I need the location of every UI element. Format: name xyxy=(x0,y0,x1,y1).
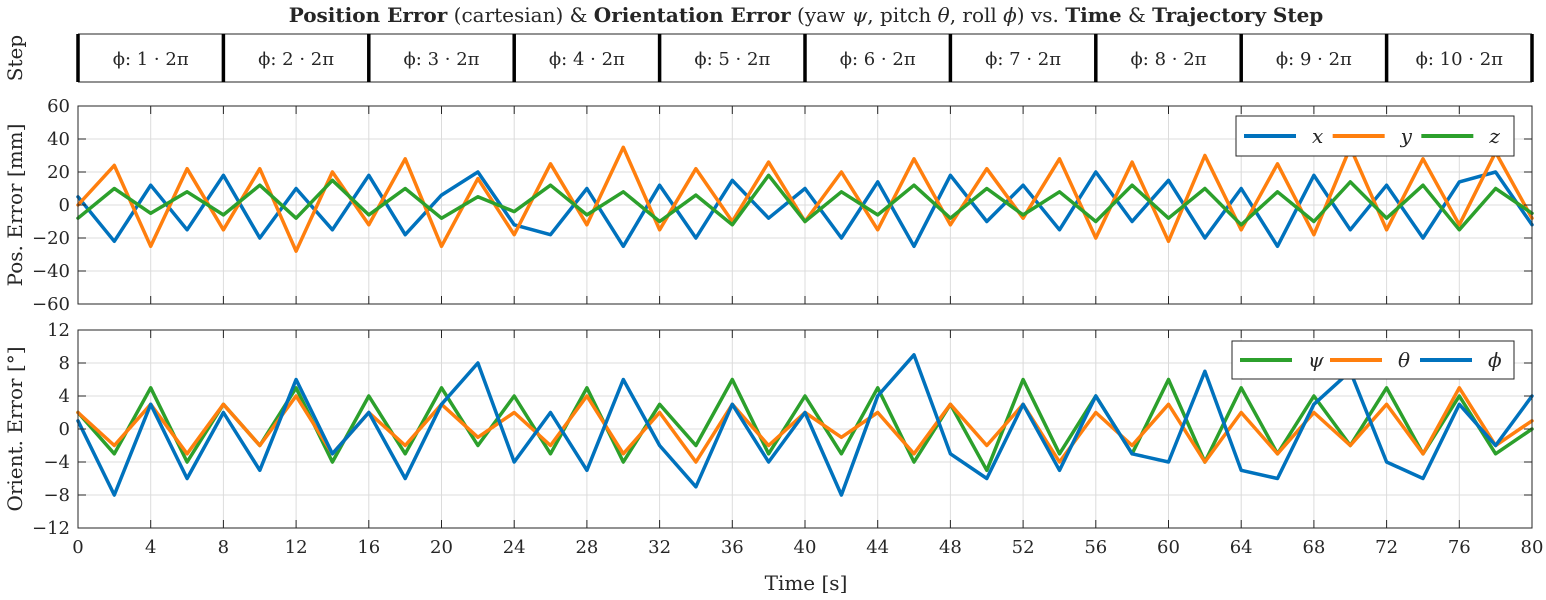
step-label: ϕ: 2 · 2π xyxy=(258,49,334,70)
y-tick-label: 20 xyxy=(47,162,70,183)
x-tick-label: 4 xyxy=(145,537,156,558)
y-axis-label: Pos. Error [mm] xyxy=(3,124,27,287)
y-tick-label: −4 xyxy=(43,452,70,473)
y-axis-label: Orient. Error [°] xyxy=(3,346,27,511)
y-tick-label: −60 xyxy=(32,294,70,315)
step-label: ϕ: 1 · 2π xyxy=(113,49,189,70)
legend-label: ψ xyxy=(1308,348,1324,372)
step-label: ϕ: 3 · 2π xyxy=(404,49,480,70)
x-tick-label: 16 xyxy=(357,537,380,558)
title-part: & xyxy=(1122,3,1153,27)
title-part: ) vs. xyxy=(1017,3,1065,27)
position-error-axes: −60 −40 −20 0 20 40 60 Pos. Error [mm] x y z xyxy=(3,96,1534,315)
x-tick-label: 36 xyxy=(721,537,744,558)
y-tick-label: −12 xyxy=(32,518,70,539)
step-axis-label: Step xyxy=(3,35,27,81)
y-tick-label: 8 xyxy=(59,353,70,374)
x-tick-label: 72 xyxy=(1375,537,1398,558)
x-tick-label: 28 xyxy=(575,537,598,558)
y-tick-label: −8 xyxy=(43,485,70,506)
y-tick-label: 12 xyxy=(47,320,70,341)
legend-label: θ xyxy=(1398,348,1410,372)
step-label: ϕ: 10 · 2π xyxy=(1416,49,1504,70)
title-part: (yaw xyxy=(791,3,852,27)
x-tick-label: 44 xyxy=(866,537,889,558)
x-tick-label: 56 xyxy=(1084,537,1107,558)
step-label: ϕ: 7 · 2π xyxy=(985,49,1061,70)
x-axis-label: Time [s] xyxy=(765,571,848,595)
x-tick-label: 48 xyxy=(939,537,962,558)
x-tick-label: 68 xyxy=(1302,537,1325,558)
legend-label: ϕ xyxy=(1488,348,1502,372)
y-tick-label: 60 xyxy=(47,96,70,117)
title-part: (cartesian) & xyxy=(447,3,594,27)
x-tick-label: 32 xyxy=(648,537,671,558)
step-label: ϕ: 8 · 2π xyxy=(1131,49,1207,70)
y-tick-label: 0 xyxy=(59,195,70,216)
x-tick-label: 20 xyxy=(430,537,453,558)
title-part: ψ xyxy=(852,3,868,27)
legend-label: y xyxy=(1400,124,1413,148)
title-part: ϕ xyxy=(1003,3,1017,27)
y-tick-label: 4 xyxy=(59,386,70,407)
x-tick-label: 76 xyxy=(1448,537,1471,558)
title-part: Trajectory Step xyxy=(1152,3,1323,27)
x-tick-label: 64 xyxy=(1230,537,1253,558)
step-panel: Step ϕ: 1 · 2π ϕ: 2 · 2π ϕ: 3 · 2π ϕ: 4 · 2… xyxy=(3,33,1534,83)
legend: x y z xyxy=(1235,115,1515,157)
figure-title: Position Error (cartesian) & Orientation… xyxy=(289,3,1324,27)
step-label: ϕ: 4 · 2π xyxy=(549,49,625,70)
y-tick-label: −40 xyxy=(32,261,70,282)
x-tick-label: 12 xyxy=(285,537,308,558)
step-label: ϕ: 9 · 2π xyxy=(1276,49,1352,70)
x-tick-label: 60 xyxy=(1157,537,1180,558)
series-line-position-0 xyxy=(76,170,1534,249)
legend-label: x xyxy=(1312,124,1323,148)
x-tick-label: 0 xyxy=(72,537,83,558)
x-tick-label: 24 xyxy=(503,537,526,558)
x-tick-label: 8 xyxy=(218,537,229,558)
title-part: , pitch xyxy=(867,3,937,27)
title-part: Position Error xyxy=(289,3,448,27)
x-tick-label: 80 xyxy=(1521,537,1544,558)
step-label: ϕ: 5 · 2π xyxy=(694,49,770,70)
title-part: Orientation Error xyxy=(594,3,791,27)
series-line-orientation-2 xyxy=(76,353,1534,497)
step-label: ϕ: 6 · 2π xyxy=(840,49,916,70)
y-tick-label: 0 xyxy=(59,419,70,440)
title-part: , roll xyxy=(950,3,1003,27)
title-part: θ xyxy=(938,3,950,27)
y-tick-label: 40 xyxy=(47,129,70,150)
series-line-position-2 xyxy=(76,173,1534,232)
legend-label: z xyxy=(1488,124,1500,148)
title-part: Time xyxy=(1065,3,1121,27)
y-tick-label: −20 xyxy=(32,228,70,249)
x-tick-label: 40 xyxy=(794,537,817,558)
x-tick-label: 52 xyxy=(1012,537,1035,558)
